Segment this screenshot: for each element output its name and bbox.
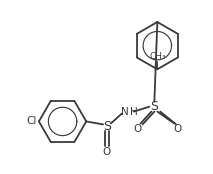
Text: CH₃: CH₃: [149, 52, 166, 61]
Text: N: N: [121, 107, 129, 117]
Text: O: O: [173, 124, 181, 134]
Text: O: O: [103, 147, 111, 157]
Text: S: S: [150, 100, 158, 113]
Text: S: S: [103, 120, 111, 133]
Text: O: O: [134, 124, 142, 134]
Text: Cl: Cl: [27, 116, 37, 126]
Text: H: H: [130, 107, 137, 117]
